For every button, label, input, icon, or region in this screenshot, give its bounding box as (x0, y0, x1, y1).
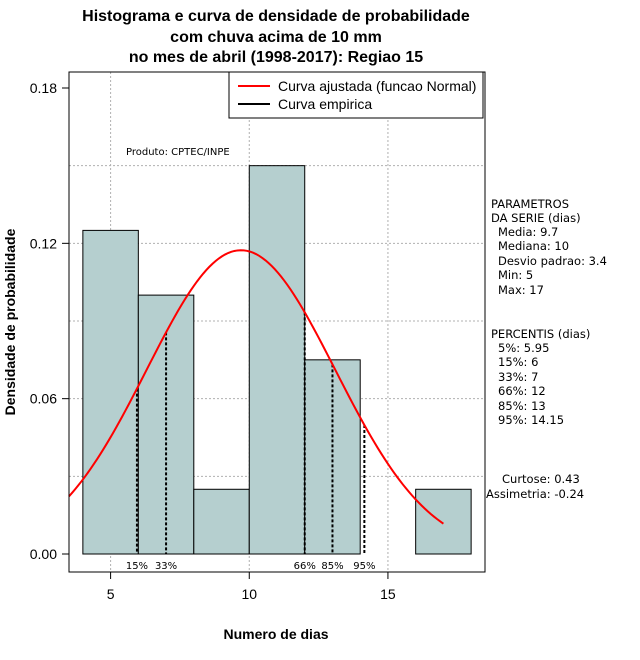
param-desvio: Desvio padrao: 3.4 (498, 254, 607, 268)
y-tick-label-1: 0.06 (30, 391, 57, 407)
chart-legend: Curva ajustada (funcao Normal) Curva emp… (228, 71, 484, 119)
percentile-label-4: 95% (353, 561, 375, 572)
percentil-15: 15%: 6 (498, 355, 538, 369)
y-axis: 0.00 0.06 0.12 0.18 (30, 80, 69, 562)
legend-box (228, 71, 484, 119)
param-media: Media: 9.7 (498, 225, 558, 239)
legend-label-empirical: Curva empirica (278, 96, 372, 112)
x-tick-label-1: 10 (241, 586, 257, 602)
x-axis: 5 10 15 (107, 572, 396, 602)
title-line-3: no mes de abril (1998-2017): Regiao 15 (129, 49, 423, 66)
curtose: Curtose: 0.43 (502, 472, 580, 486)
percentil-66: 66%: 12 (498, 384, 546, 398)
param-min: Min: 5 (498, 268, 533, 282)
percentile-label-0: 15% (126, 561, 148, 572)
statistics-panel: PARAMETROS DA SERIE (dias) Media: 9.7 Me… (486, 197, 607, 501)
histogram-bar-0 (82, 229, 139, 555)
x-tick-label-0: 5 (107, 586, 115, 602)
histogram-bar-6 (415, 488, 472, 555)
chart-title: Histograma e curva de densidade de proba… (82, 8, 470, 66)
assimetria: Assimetria: -0.24 (486, 487, 584, 501)
parametros-heading-2: DA SERIE (dias) (491, 211, 581, 225)
y-tick-label-3: 0.18 (30, 80, 57, 96)
percentile-lines: 15% 33% 66% 85% 95% (126, 312, 375, 572)
title-line-1: Histograma e curva de densidade de proba… (82, 8, 470, 25)
legend-label-normal: Curva ajustada (funcao Normal) (278, 78, 476, 94)
x-axis-label: Numero de dias (223, 626, 328, 642)
percentile-label-1: 33% (155, 561, 177, 572)
percentil-95: 95%: 14.15 (498, 413, 564, 427)
normal-curve-layer (68, 249, 444, 525)
product-annotation: Produto: CPTEC/INPE (126, 147, 230, 158)
parametros-heading-1: PARAMETROS (491, 197, 569, 211)
x-tick-label-2: 15 (380, 586, 396, 602)
percentile-label-2: 66% (294, 561, 316, 572)
title-line-2: com chuva acima de 10 mm (170, 29, 382, 46)
percentil-33: 33%: 7 (498, 370, 538, 384)
histogram-bar-2 (193, 488, 250, 555)
param-max: Max: 17 (498, 283, 544, 297)
percentile-label-3: 85% (321, 561, 343, 572)
percentis-heading: PERCENTIS (dias) (491, 327, 590, 341)
param-mediana: Mediana: 10 (498, 239, 569, 253)
percentil-85: 85%: 13 (498, 399, 546, 413)
y-axis-label: Densidade de probabilidade (2, 228, 18, 415)
normal-curve (68, 249, 444, 525)
y-tick-label-2: 0.12 (30, 235, 57, 251)
percentil-5: 5%: 5.95 (498, 341, 549, 355)
y-tick-label-0: 0.00 (30, 546, 57, 562)
histogram-bar-3 (248, 165, 306, 555)
